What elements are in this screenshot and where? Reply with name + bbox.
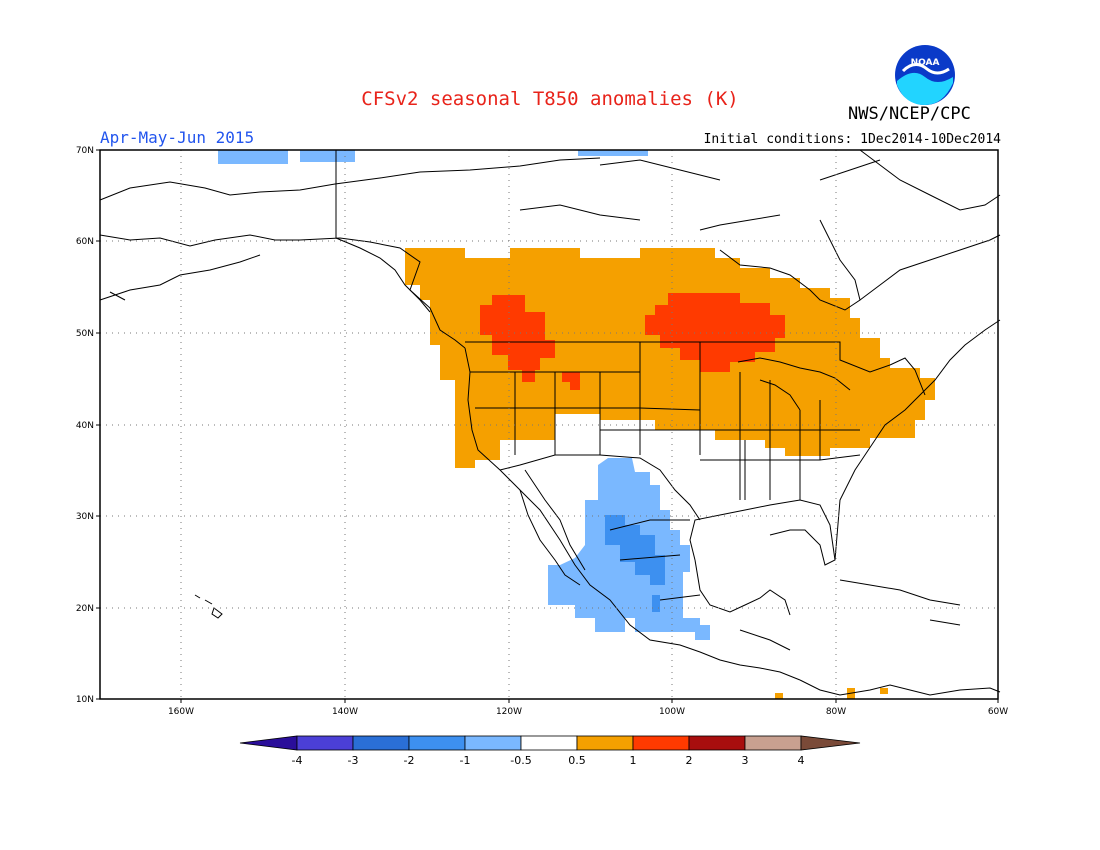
colorbar-box (744, 735, 802, 751)
logo-text: NOAA (911, 58, 940, 68)
longitude-labels: 160W 140W 120W 100W 80W 60W (168, 707, 1008, 717)
lat-label: 10N (76, 695, 94, 705)
noaa-logo: NOAA (895, 45, 955, 105)
colorbar-label: -2 (404, 754, 415, 767)
colorbar-box (352, 735, 410, 751)
chart-title: CFSv2 seasonal T850 anomalies (K) (361, 88, 739, 110)
lat-label: 20N (76, 604, 94, 614)
political-borders (335, 150, 926, 651)
colorbar-box (632, 735, 690, 751)
initial-conditions-label: Initial conditions: 1Dec2014-10Dec2014 (703, 132, 1001, 147)
lat-label: 30N (76, 512, 94, 522)
colorbar-label: 4 (798, 754, 805, 767)
colorbar-box (296, 735, 354, 751)
lon-label: 60W (988, 707, 1008, 717)
lon-label: 120W (496, 707, 522, 717)
colorbar-label: 3 (742, 754, 749, 767)
colorbar-box (520, 735, 578, 751)
colorbar-box (408, 735, 466, 751)
colorbar-labels: -4 -3 -2 -1 -0.5 0.5 1 2 3 4 (292, 754, 805, 767)
latitude-labels: 70N 60N 50N 40N 30N 20N 10N (76, 146, 94, 705)
colorbar-label: -3 (348, 754, 359, 767)
colorbar-label: -0.5 (510, 754, 531, 767)
lon-label: 160W (168, 707, 194, 717)
lat-label: 40N (76, 421, 94, 431)
agency-label: NWS/NCEP/CPC (848, 104, 971, 124)
colorbar-label: 1 (630, 754, 637, 767)
lat-label: 60N (76, 237, 94, 247)
colorbar-label: 0.5 (568, 754, 586, 767)
colorbar-boxes (239, 735, 861, 751)
colorbar-label: -4 (292, 754, 303, 767)
colorbar-high-extension (800, 735, 861, 751)
lon-label: 80W (826, 707, 846, 717)
colorbar-box (688, 735, 746, 751)
anomaly-shading (218, 150, 935, 699)
lon-label: 140W (332, 707, 358, 717)
tick-marks (96, 149, 999, 703)
coastlines (99, 149, 1001, 696)
colorbar-label: -1 (460, 754, 471, 767)
colorbar-label: 2 (686, 754, 693, 767)
lat-label: 50N (76, 329, 94, 339)
lat-label: 70N (76, 146, 94, 156)
lon-label: 100W (659, 707, 685, 717)
colorbar-box (464, 735, 522, 751)
colorbar-box (576, 735, 634, 751)
season-label: Apr-May-Jun 2015 (100, 128, 255, 147)
colorbar-low-extension (239, 735, 298, 751)
